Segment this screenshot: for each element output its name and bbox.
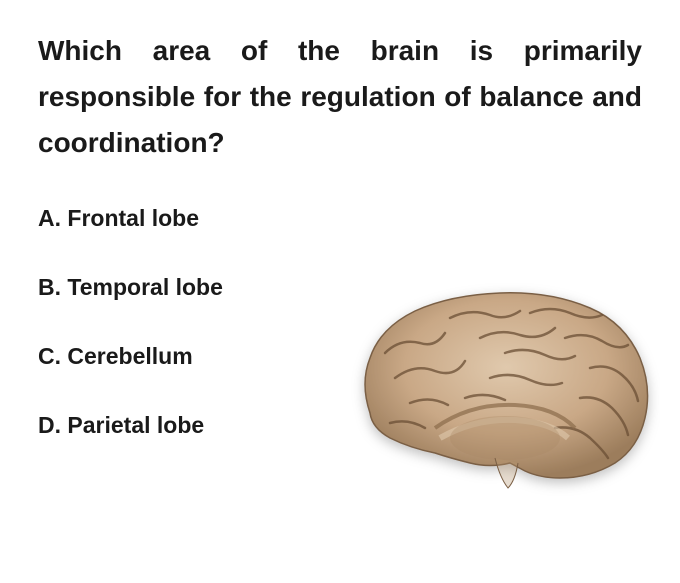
- option-d-label: D. Parietal lobe: [38, 412, 204, 438]
- option-a-label: A. Frontal lobe: [38, 205, 199, 231]
- option-c-label: C. Cerebellum: [38, 343, 193, 369]
- option-a[interactable]: A. Frontal lobe: [38, 205, 642, 232]
- question-text: Which area of the brain is primarily res…: [38, 28, 642, 167]
- brain-icon: [340, 283, 660, 503]
- option-b-label: B. Temporal lobe: [38, 274, 223, 300]
